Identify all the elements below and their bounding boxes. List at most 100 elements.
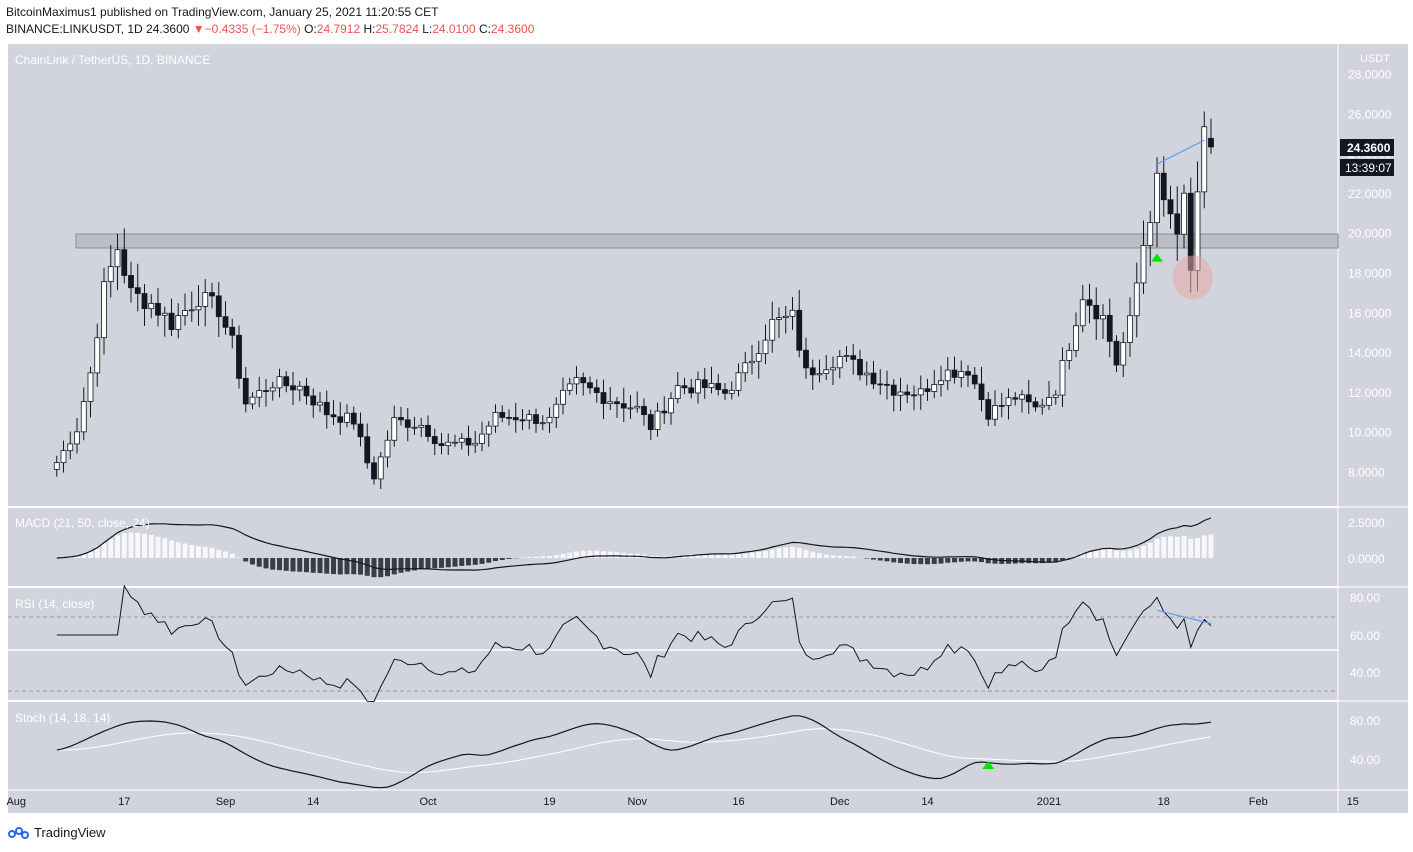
candle-body <box>404 419 411 428</box>
candle-body <box>938 380 944 385</box>
main-pane-bg[interactable] <box>8 44 1338 506</box>
candle-body <box>458 437 465 443</box>
candle-body <box>1059 360 1066 396</box>
candle-body <box>1160 172 1167 201</box>
candle-body <box>897 391 904 396</box>
rsi-pane-bg[interactable] <box>8 588 1338 700</box>
macd-line <box>56 517 1212 571</box>
time-axis-labels[interactable]: Aug 17 Sep 14 Oct 19 Nov 16 Dec 14 2021 18 Feb 15 <box>6 796 1358 808</box>
macd-histogram-bar <box>310 558 316 573</box>
rsi-indicator <box>56 584 1212 703</box>
price-axis-label: 14.0000 <box>1348 346 1392 360</box>
macd-histogram-bar <box>263 558 269 569</box>
time-axis-label: Dec <box>830 796 850 808</box>
macd-histogram-bar <box>817 553 822 558</box>
candle-body <box>809 367 816 376</box>
rsi-axis-label: 40.00 <box>1350 666 1380 680</box>
candle-body <box>1167 199 1174 215</box>
macd-histogram-bar <box>884 558 890 562</box>
macd-histogram-bar <box>1060 558 1065 561</box>
change-value: −0.4335 (−1.75%) <box>204 22 301 36</box>
macd-histogram-bar <box>88 551 93 558</box>
author-name[interactable]: BitcoinMaximus1 <box>6 5 97 19</box>
candle-body <box>998 405 1005 407</box>
time-axis-label: 18 <box>1158 796 1170 808</box>
candle-body <box>1100 314 1106 320</box>
macd-histogram-bar <box>742 553 748 558</box>
macd-histogram-bar <box>216 549 222 558</box>
macd-histogram-bar <box>736 554 741 558</box>
price-trendline[interactable] <box>1156 139 1205 165</box>
candle-body <box>884 383 890 386</box>
candle-body <box>101 281 107 339</box>
macd-histogram-bar <box>1033 558 1038 564</box>
macd-histogram-bar <box>837 555 843 558</box>
candle-body <box>249 396 256 405</box>
macd-histogram-bar <box>925 558 930 565</box>
candle-body <box>357 423 364 438</box>
macd-histogram-bar <box>702 554 708 558</box>
down-arrow-icon: ▼ <box>192 22 205 36</box>
open-value: 24.7912 <box>316 22 361 36</box>
macd-histogram-bar <box>621 552 627 558</box>
macd-histogram-bar <box>358 558 363 575</box>
macd-histogram-bar <box>196 546 201 558</box>
footer-brand[interactable]: TradingView <box>6 825 106 840</box>
candle-body <box>1208 137 1214 148</box>
macd-histogram-bar <box>1026 558 1032 564</box>
candle-body <box>452 441 458 444</box>
macd-histogram-bar <box>459 558 465 566</box>
stoch-axis-label: 40.00 <box>1350 753 1380 767</box>
candle-body <box>951 369 958 378</box>
candle-body <box>1201 126 1208 193</box>
time-axis-label: 2021 <box>1037 796 1061 808</box>
price-axis-label: 10.0000 <box>1348 426 1392 440</box>
macd-histogram-bar <box>418 558 424 570</box>
candle-body <box>485 425 492 435</box>
candle-body <box>924 388 931 392</box>
macd-histogram-bar <box>594 550 600 558</box>
macd-histogram-bar <box>189 544 195 558</box>
macd-histogram-bar <box>871 558 876 560</box>
macd-histogram-bar <box>1174 536 1180 558</box>
candle-body <box>80 401 87 433</box>
macd-histogram-bar <box>1107 549 1113 558</box>
low-label: L: <box>422 22 433 36</box>
macd-histogram-bar <box>958 558 964 562</box>
candle-body <box>546 416 553 424</box>
candle-body <box>1106 314 1113 342</box>
macd-histogram-bar <box>715 554 721 558</box>
time-axis-label: 19 <box>543 796 555 808</box>
macd-histogram-bar <box>499 558 505 560</box>
macd-histogram-bar <box>277 558 282 571</box>
highlight-ellipse[interactable] <box>1172 255 1213 300</box>
candle-body <box>688 387 695 394</box>
macd-histogram-bar <box>1127 550 1133 558</box>
candle-body <box>978 383 985 400</box>
candle-body <box>1073 325 1079 351</box>
candle-body <box>1046 397 1052 406</box>
tradingview-logo-icon <box>8 826 29 839</box>
macd-histogram-bar <box>270 558 276 570</box>
candle-body <box>161 312 168 316</box>
macd-pane-bg[interactable] <box>8 508 1338 586</box>
candle-body <box>425 424 431 437</box>
macd-histogram-bar <box>364 558 370 576</box>
price-axis-label: 28.0000 <box>1348 68 1392 82</box>
countdown-tag <box>1340 159 1394 176</box>
macd-histogram-bar <box>1168 536 1173 558</box>
candle-body <box>202 292 209 307</box>
macd-histogram-bar <box>749 552 755 558</box>
candle-body <box>566 383 573 391</box>
rsi-trendline[interactable] <box>1156 609 1212 625</box>
time-axis-bg[interactable] <box>8 790 1408 813</box>
candle-body <box>857 358 863 376</box>
macd-histogram-bar <box>74 555 80 558</box>
stoch-pane-bg[interactable] <box>8 702 1338 790</box>
macd-histogram-bar <box>142 533 147 558</box>
candle-body <box>1005 397 1012 406</box>
price-axis-label: 8.0000 <box>1348 466 1385 480</box>
stoch-d-line <box>56 728 1212 774</box>
candle-body <box>1086 299 1093 306</box>
